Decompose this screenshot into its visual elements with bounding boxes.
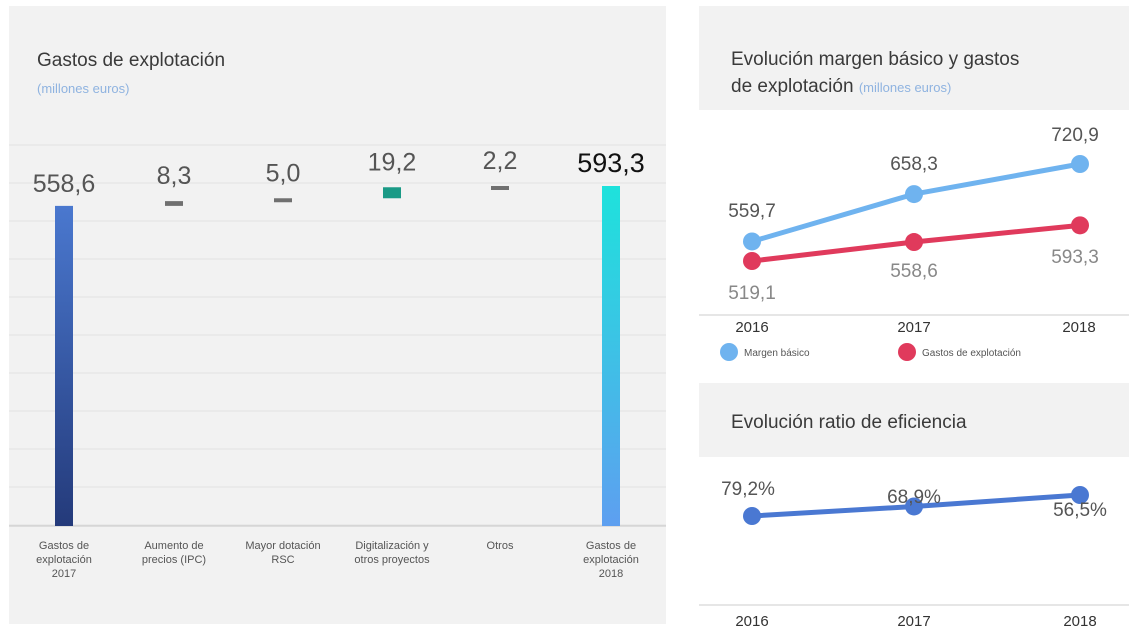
line-chart-title-2: de explotación (731, 76, 854, 97)
data-label: 68,9% (887, 487, 941, 508)
waterfall-panel: Gastos de explotación (millones euros) (9, 6, 666, 624)
total-bar (55, 205, 73, 527)
waterfall-subtitle: (millones euros) (37, 81, 130, 96)
category-label: RSC (271, 554, 294, 566)
data-point (743, 252, 761, 270)
category-label: Otros (487, 540, 514, 552)
data-point (905, 233, 923, 252)
category-label: Mayor dotación (245, 540, 320, 552)
bar-value-label: 8,3 (157, 162, 192, 190)
x-tick-label: 2018 (1063, 613, 1096, 630)
data-label: 658,3 (890, 154, 938, 175)
delta-bar (383, 187, 401, 199)
bar-value-label: 558,6 (33, 170, 96, 198)
delta-bar (165, 201, 183, 206)
legend-label: Gastos de explotación (922, 348, 1021, 359)
legend-label: Margen básico (744, 348, 810, 359)
line-chart-header: Evolución margen básico y gastos de expl… (699, 6, 1129, 110)
ratio-chart-title: Evolución ratio de eficiencia (731, 412, 967, 433)
category-label: 2017 (52, 568, 76, 580)
category-label: explotación (36, 554, 92, 566)
bar-value-label: 593,3 (577, 148, 645, 178)
category-label: Aumento de (144, 540, 203, 552)
category-label: precios (IPC) (142, 554, 206, 566)
data-point (743, 507, 761, 525)
category-label: Gastos de (586, 540, 636, 552)
data-point (1071, 155, 1089, 173)
x-tick-label: 2016 (735, 613, 768, 630)
data-label: 559,7 (728, 201, 776, 222)
data-point (905, 185, 923, 204)
category-label: Digitalización y (355, 540, 429, 552)
data-label: 519,1 (728, 283, 776, 304)
legend-marker (898, 343, 916, 361)
data-label: 79,2% (721, 479, 775, 500)
x-tick-label: 2017 (897, 613, 930, 630)
legend-marker (720, 343, 738, 361)
data-point (905, 497, 923, 516)
data-label: 720,9 (1051, 125, 1099, 146)
line-chart-subtitle: (millones euros) (858, 80, 952, 95)
ratio-chart-header: Evolución ratio de eficiencia (699, 383, 1129, 457)
bar-value-label: 2,2 (483, 147, 518, 175)
delta-bar (491, 186, 509, 190)
data-label: 558,6 (890, 261, 938, 282)
x-tick-label: 2016 (735, 319, 768, 336)
x-tick-label: 2018 (1062, 319, 1095, 336)
data-point (1071, 486, 1089, 504)
data-point (743, 232, 761, 251)
bar-value-label: 5,0 (266, 159, 301, 187)
delta-bar (274, 198, 292, 203)
total-bar (602, 186, 620, 526)
category-label: explotación (583, 554, 639, 566)
line-chart-title-1: Evolución margen básico y gastos (731, 49, 1020, 70)
data-point (1071, 216, 1089, 235)
data-label: 593,3 (1051, 247, 1099, 268)
data-label: 56,5% (1053, 500, 1107, 521)
category-label: otros proyectos (354, 554, 430, 566)
x-tick-label: 2017 (897, 319, 930, 336)
category-label: 2018 (599, 568, 623, 580)
waterfall-title: Gastos de explotación (37, 50, 226, 71)
category-label: Gastos de (39, 540, 89, 552)
bar-value-label: 19,2 (368, 148, 417, 176)
